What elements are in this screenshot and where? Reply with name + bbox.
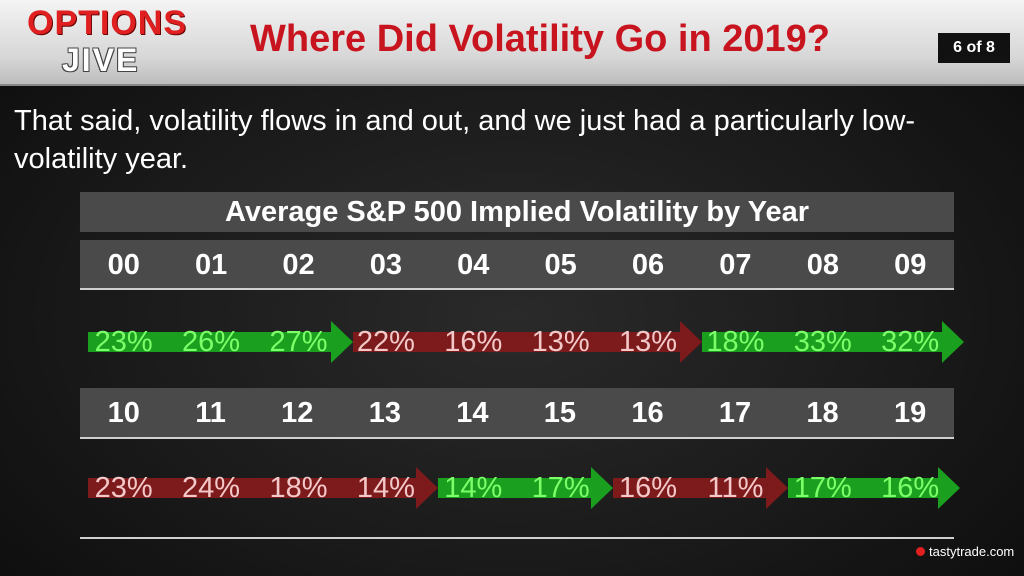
value-cell: 16% [444, 325, 503, 358]
year-cell: 13 [368, 396, 401, 429]
trend-arrow-up [788, 467, 960, 509]
value-cell: 24% [182, 471, 241, 504]
slide-title: Where Did Volatility Go in 2019? [250, 18, 830, 60]
value-cell: 23% [94, 325, 153, 358]
divider [80, 537, 954, 539]
year-row-1: 00 01 02 03 04 05 06 07 08 09 [80, 240, 954, 290]
trend-arrow-down [353, 321, 702, 363]
year-cell: 15 [543, 396, 577, 429]
logo-jive: JIVE [62, 42, 140, 78]
value-cell: 16% [619, 471, 678, 504]
value-cell: 22% [356, 325, 415, 358]
year-cell: 12 [281, 396, 314, 429]
year-cell: 03 [369, 248, 402, 281]
value-cell: 13% [531, 325, 590, 358]
trend-arrow-up [88, 321, 353, 363]
value-cell: 23% [94, 471, 153, 504]
year-cell: 05 [544, 248, 577, 281]
value-cell: 13% [619, 325, 678, 358]
trend-arrow-up [438, 467, 613, 509]
footer-brand: tastytrade.com [916, 544, 1014, 559]
value-cell: 26% [182, 325, 241, 358]
table-title: Average S&P 500 Implied Volatility by Ye… [80, 192, 954, 232]
value-row-1: 23% 26% 27% 22% 16% 13% 13% 18% 33% 32% [80, 322, 954, 362]
year-cell: 10 [107, 396, 140, 429]
value-row-2: 23% 24% 18% 14% 14% 17% 16% 11% 17% 16% [80, 468, 954, 508]
intro-text: That said, volatility flows in and out, … [14, 105, 916, 175]
year-cell: 16 [631, 396, 664, 429]
value-cell: 33% [793, 325, 852, 358]
year-cell: 01 [194, 248, 228, 281]
year-cell: 00 [107, 248, 140, 281]
value-cell: 18% [706, 325, 765, 358]
value-cell: 16% [881, 471, 940, 504]
year-cell: 11 [195, 396, 226, 429]
year-cell: 07 [719, 248, 752, 281]
year-cell: 17 [718, 396, 752, 429]
year-cell: 19 [893, 396, 927, 429]
year-cell: 02 [282, 248, 315, 281]
year-cell: 09 [894, 248, 927, 281]
value-cell: 14% [356, 471, 415, 504]
year-cell: 06 [631, 248, 665, 281]
year-cell: 08 [806, 248, 839, 281]
value-cell: 17% [793, 471, 852, 504]
year-cell: 04 [457, 248, 490, 281]
page-indicator: 6 of 8 [938, 33, 1010, 63]
year-cell: 18 [806, 396, 839, 429]
divider [80, 437, 954, 439]
brand-text: tastytrade.com [929, 544, 1015, 559]
header-bar: OPTIONS JIVE Where Did Volatility Go in … [0, 0, 1024, 86]
trend-arrow-down [613, 467, 788, 509]
value-cell: 17% [531, 471, 590, 504]
trend-arrow-up [702, 321, 964, 363]
year-cell: 14 [456, 396, 489, 429]
value-cell: 11% [707, 471, 764, 504]
value-cell: 18% [269, 471, 328, 504]
cherry-icon [916, 547, 925, 556]
value-cell: 27% [269, 325, 328, 358]
year-row-2: 10 11 12 13 14 15 16 17 18 19 [80, 388, 954, 438]
divider [80, 288, 954, 290]
trend-arrow-down [88, 467, 438, 509]
logo-options: OPTIONS [27, 4, 188, 42]
value-cell: 14% [444, 471, 503, 504]
value-cell: 32% [881, 325, 940, 358]
